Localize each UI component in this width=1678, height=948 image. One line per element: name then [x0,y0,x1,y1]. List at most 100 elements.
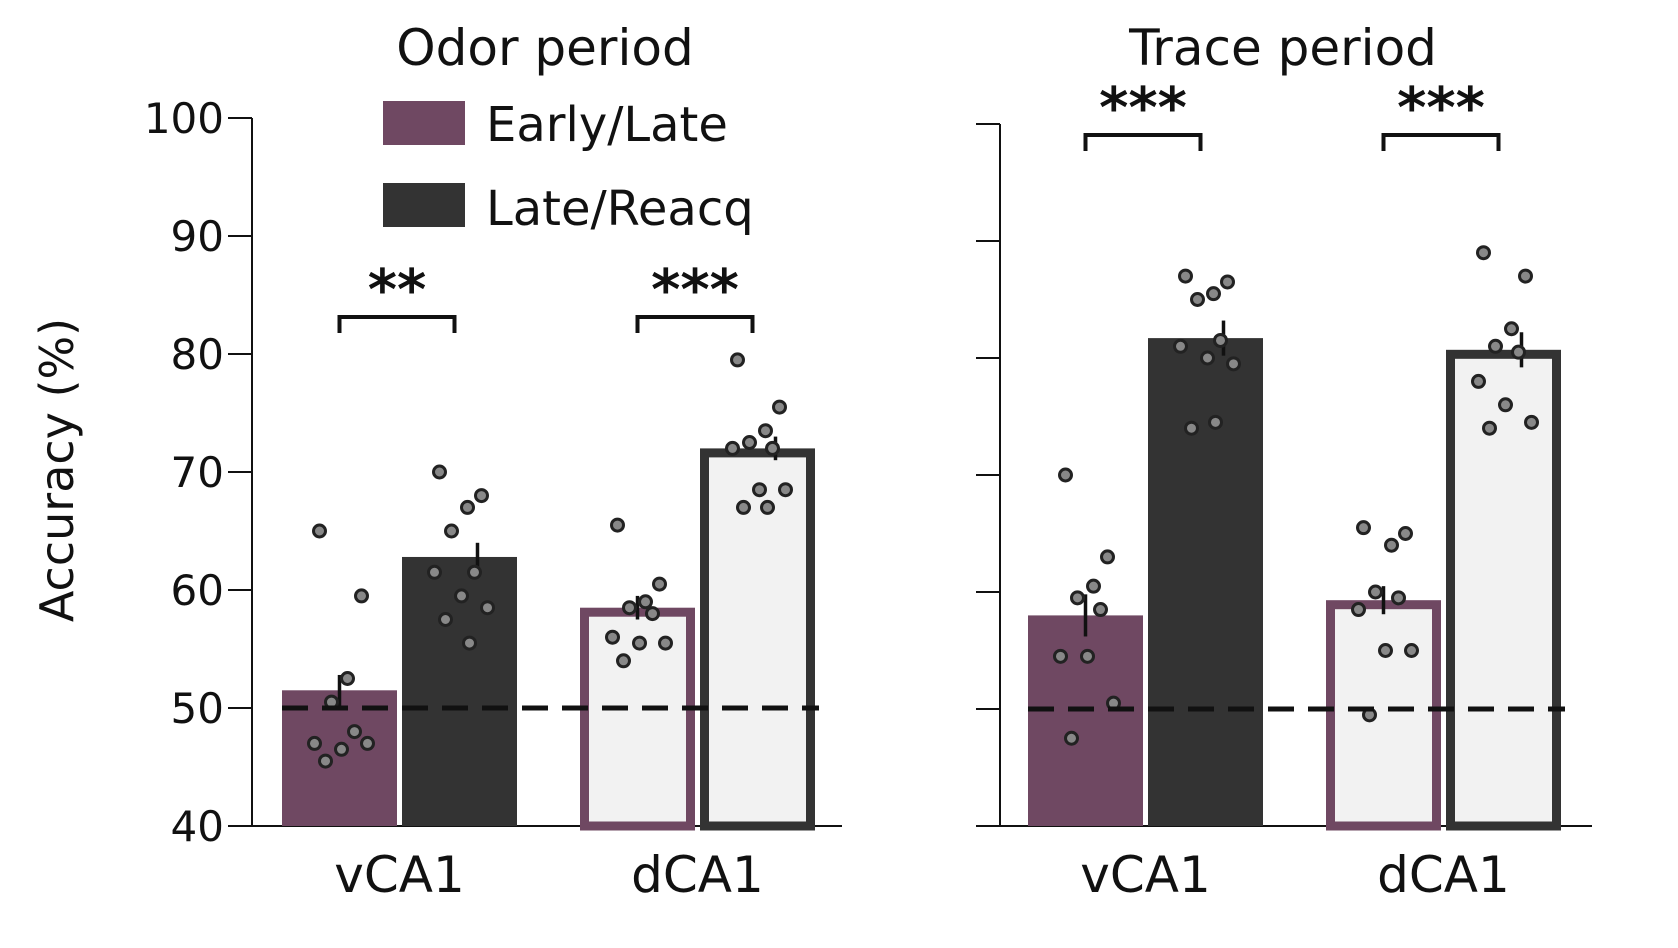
data-point-dca1-late-reacq [725,440,740,456]
data-point-dca1-late-reacq [730,352,745,368]
data-point-vca1-late-reacq [1178,268,1193,284]
data-point-vca1-late-reacq [1200,350,1215,366]
data-point-vca1-late-reacq [1208,414,1223,430]
y-tick-label-50: 50 [171,684,224,733]
data-point-dca1-early-late [1404,643,1419,658]
data-point-dca1-late-reacq [742,435,757,450]
data-point-vca1-early-late [1058,467,1073,483]
legend-swatch-early-late [383,101,465,145]
data-point-dca1-late-reacq [1476,245,1491,261]
data-point-dca1-late-reacq [1471,373,1486,389]
data-point-dca1-early-late [616,653,631,669]
y-tick-label-100: 100 [144,94,224,143]
data-point-vca1-early-late [354,588,369,604]
y-tick-label-60: 60 [171,566,224,615]
data-point-vca1-early-late [340,671,355,686]
y-tick-label-40: 40 [171,802,224,851]
data-point-vca1-late-reacq [474,488,489,504]
data-point-dca1-early-late [1384,537,1399,553]
data-point-vca1-early-late [1093,602,1108,618]
legend-label-early-late: Early/Late [486,97,728,153]
data-point-vca1-late-reacq [454,588,469,604]
data-point-vca1-late-reacq [480,600,495,616]
y-axis-label: Accuracy (%) [30,318,84,622]
data-point-vca1-late-reacq [1184,420,1199,436]
data-point-vca1-late-reacq [460,499,475,515]
data-point-dca1-late-reacq [736,499,751,515]
x-category-label-dca1: dCA1 [631,846,764,904]
data-point-dca1-early-late [622,600,637,616]
data-point-vca1-late-reacq [1206,286,1221,302]
significance-label-vca1: *** [1099,76,1187,141]
data-point-vca1-late-reacq [432,464,447,480]
data-point-dca1-early-late [638,594,653,610]
data-point-dca1-late-reacq [772,399,787,415]
significance-bracket-vca1 [1083,133,1203,151]
data-point-dca1-late-reacq [765,440,780,456]
x-category-label-vca1: vCA1 [1080,846,1211,904]
data-point-dca1-early-late [652,576,667,592]
data-point-vca1-late-reacq [1220,274,1235,290]
legend-swatch-late-reacq [383,183,465,227]
x-category-label-dca1: dCA1 [1377,846,1510,904]
data-point-vca1-early-late [318,753,333,769]
data-point-vca1-early-late [1070,590,1085,606]
data-point-dca1-late-reacq [752,482,767,498]
x-category-label-vca1: vCA1 [334,846,465,904]
data-point-vca1-early-late [307,735,322,751]
data-point-dca1-late-reacq [1482,420,1497,436]
data-point-dca1-early-late [1391,590,1406,606]
data-point-vca1-late-reacq [1213,332,1228,348]
data-point-vca1-early-late [347,724,362,740]
data-point-dca1-early-late [645,606,660,622]
data-point-dca1-late-reacq [760,499,775,515]
significance-bracket-dca1 [1381,133,1501,151]
data-point-vca1-early-late [1086,578,1101,594]
data-point-vca1-early-late [334,741,349,757]
significance-label-vca1: ** [368,258,427,323]
data-point-dca1-early-late [632,635,647,651]
panel-title-odor-period: Odor period [396,19,693,77]
data-point-vca1-late-reacq [1226,356,1241,372]
y-tick-label-80: 80 [171,330,224,379]
legend: Early/Late Late/Reacq [383,97,754,237]
legend-label-late-reacq: Late/Reacq [486,181,754,237]
data-point-dca1-late-reacq [1488,338,1503,354]
data-point-vca1-late-reacq [444,523,459,539]
data-point-dca1-late-reacq [1511,344,1526,360]
y-tick-label-90: 90 [171,212,224,261]
data-point-dca1-early-late [1351,602,1366,618]
data-point-vca1-late-reacq [438,612,453,627]
data-point-dca1-early-late [1368,584,1383,600]
data-point-vca1-early-late [1080,648,1095,664]
panel-title-trace-period: Trace period [1128,19,1437,77]
bar-vca1-early-late [1028,615,1143,826]
data-point-vca1-late-reacq [1173,338,1188,354]
data-point-vca1-early-late [360,735,375,751]
bar-dca1-late-reacq [700,448,815,831]
data-point-vca1-late-reacq [1190,292,1205,307]
data-point-dca1-late-reacq [1498,397,1513,413]
data-point-vca1-early-late [312,523,327,539]
data-point-dca1-early-late [1378,643,1393,658]
bar-vca1-early-late [282,690,397,826]
bar-dca1-early-late [1326,600,1441,831]
bar-dca1-late-reacq [1446,349,1561,831]
data-point-dca1-early-late [605,629,620,645]
data-point-vca1-early-late [1100,549,1115,565]
data-point-dca1-late-reacq [1524,414,1539,430]
panel-trace-period: Trace period *** *** vCA1 dCA1 [976,19,1592,904]
data-point-vca1-late-reacq [462,635,477,651]
significance-label-dca1: *** [651,258,739,323]
data-point-dca1-late-reacq [758,423,773,439]
data-point-dca1-late-reacq [1504,321,1519,337]
data-point-dca1-early-late [658,635,673,651]
data-point-vca1-late-reacq [467,564,482,580]
significance-bracket-vca1 [337,315,457,333]
data-point-dca1-early-late [1356,520,1371,536]
data-point-dca1-early-late [1398,526,1413,541]
significance-bracket-dca1 [635,315,755,333]
significance-label-dca1: *** [1397,76,1485,141]
